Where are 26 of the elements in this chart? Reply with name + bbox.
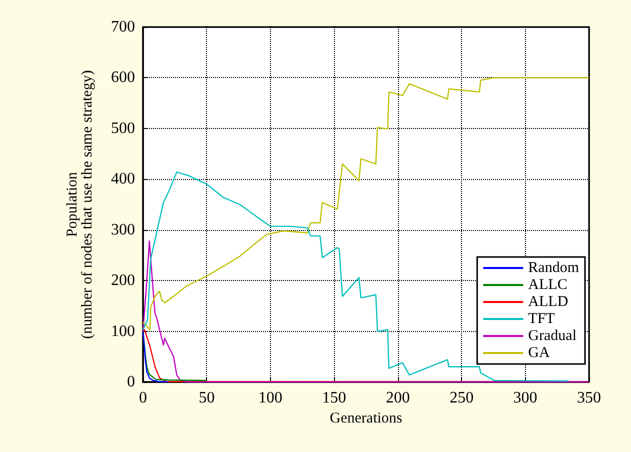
x-tick-label: 0 — [139, 390, 147, 406]
legend-label: TFT — [528, 311, 555, 327]
y-tick-label: 700 — [111, 18, 135, 36]
x-tick-label: 300 — [513, 390, 538, 406]
x-tick-label: 350 — [577, 390, 601, 406]
y-tick-label: 500 — [111, 120, 135, 137]
y-tick-label: 0 — [127, 374, 135, 390]
legend-label: GA — [528, 345, 550, 361]
legend-label: Gradual — [528, 328, 576, 344]
line-series — [142, 77, 590, 330]
legend-label: ALLD — [528, 294, 568, 310]
x-tick-label: 100 — [258, 390, 282, 406]
y-tick-label: 600 — [111, 69, 135, 86]
x-tick-label: 150 — [322, 390, 346, 406]
y-tick-label: 100 — [111, 322, 135, 340]
x-tick-label: 250 — [450, 390, 474, 406]
legend-label: ALLC — [528, 277, 568, 293]
y-tick-label: 400 — [111, 170, 135, 188]
line-series — [142, 330, 170, 383]
x-tick-label: 200 — [386, 390, 410, 406]
y-tick-label: 200 — [111, 272, 135, 290]
x-tick-label: 50 — [198, 390, 215, 406]
y-axis-title: Population (number of nodes that use the same strategy) — [64, 70, 96, 339]
x-axis-title: Generations — [330, 410, 402, 426]
legend-label: Random — [528, 260, 580, 276]
y-tick-label: 300 — [111, 221, 135, 238]
